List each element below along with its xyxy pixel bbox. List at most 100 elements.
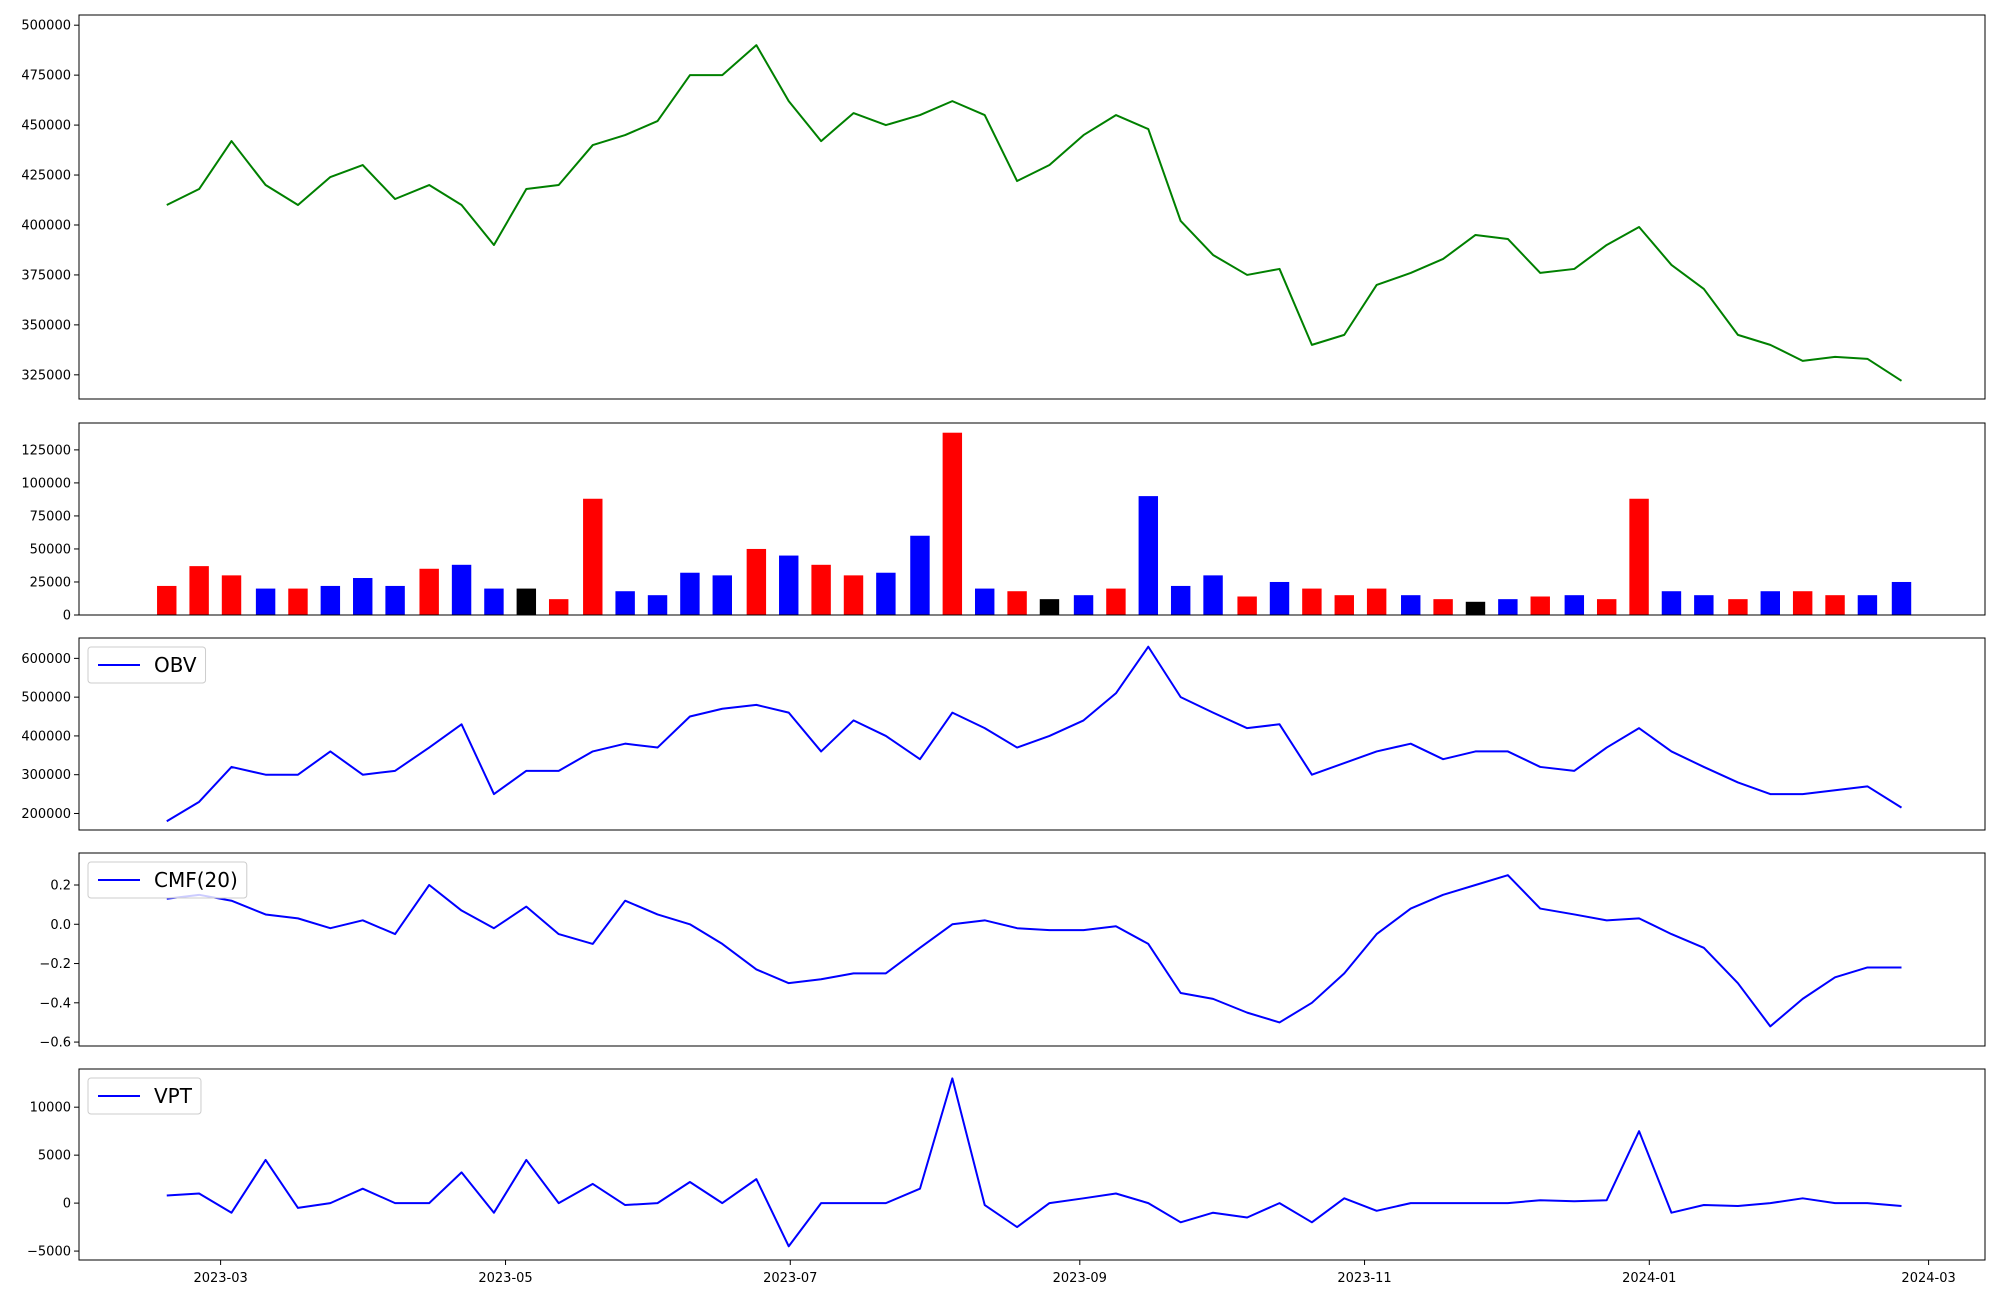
legend-label: OBV bbox=[154, 653, 197, 677]
axes-frame bbox=[78, 422, 1986, 616]
bar bbox=[189, 566, 209, 615]
bar bbox=[516, 588, 537, 615]
bar bbox=[910, 535, 930, 615]
y-tick-label: 475000 bbox=[21, 69, 71, 84]
bar bbox=[1498, 599, 1518, 615]
legend-box bbox=[87, 1077, 202, 1115]
bar bbox=[811, 564, 831, 615]
y-tick-label: 375000 bbox=[21, 268, 71, 283]
x-tick-label: 2024-01 bbox=[1622, 1271, 1676, 1286]
bar bbox=[1237, 596, 1257, 615]
y-tick-label: 10000 bbox=[30, 1101, 71, 1116]
y-tick-label: 200000 bbox=[21, 807, 71, 822]
axes-frame bbox=[78, 14, 1986, 400]
bar bbox=[876, 572, 896, 615]
bar bbox=[583, 498, 603, 615]
bar bbox=[1433, 599, 1453, 615]
bar bbox=[157, 585, 177, 615]
bar bbox=[1857, 595, 1878, 615]
x-tick-label: 2024-03 bbox=[1901, 1271, 1955, 1286]
legend-label: CMF(20) bbox=[154, 868, 238, 892]
bar bbox=[1661, 591, 1682, 615]
y-tick-label: 0.0 bbox=[50, 918, 71, 933]
bar bbox=[1138, 496, 1159, 615]
bar bbox=[320, 585, 341, 615]
y-tick-label: 425000 bbox=[21, 169, 71, 184]
legend-label: VPT bbox=[154, 1084, 193, 1108]
bar bbox=[1760, 591, 1781, 615]
bar bbox=[484, 588, 504, 615]
bar bbox=[288, 588, 308, 615]
x-tick-label: 2023-03 bbox=[193, 1271, 247, 1286]
bar bbox=[1728, 599, 1748, 615]
bar bbox=[680, 572, 700, 615]
bar bbox=[1302, 588, 1322, 615]
x-tick-label: 2023-05 bbox=[478, 1271, 532, 1286]
bar bbox=[1401, 595, 1421, 615]
bar bbox=[1039, 599, 1060, 615]
bar bbox=[1891, 581, 1912, 615]
y-tick-label: 125000 bbox=[21, 443, 71, 458]
y-tick-label: 300000 bbox=[21, 768, 71, 783]
bar bbox=[1564, 595, 1585, 615]
y-tick-label: 400000 bbox=[21, 729, 71, 744]
y-tick-label: 600000 bbox=[21, 652, 71, 667]
y-tick-label: 450000 bbox=[21, 119, 71, 134]
bar bbox=[647, 595, 668, 615]
y-tick-label: 500000 bbox=[21, 691, 71, 706]
y-tick-label: 0 bbox=[63, 609, 71, 624]
bar bbox=[255, 588, 276, 615]
line bbox=[166, 874, 1902, 1028]
y-tick-label: 50000 bbox=[30, 542, 71, 557]
bar bbox=[974, 588, 995, 615]
x-tick-label: 2023-07 bbox=[763, 1271, 817, 1286]
bar bbox=[1170, 585, 1191, 615]
y-tick-label: 325000 bbox=[21, 368, 71, 383]
y-tick-label: 400000 bbox=[21, 218, 71, 233]
y-tick-label: 75000 bbox=[30, 509, 71, 524]
bar bbox=[1269, 581, 1290, 615]
y-tick-label: 0 bbox=[63, 1197, 71, 1212]
y-tick-label: 350000 bbox=[21, 318, 71, 333]
bar bbox=[221, 575, 242, 615]
bar bbox=[548, 599, 569, 615]
bar bbox=[419, 568, 439, 615]
y-tick-label: 0.2 bbox=[50, 879, 71, 894]
y-tick-label: 5000 bbox=[38, 1149, 71, 1164]
bar bbox=[779, 555, 799, 615]
y-tick-label: 500000 bbox=[21, 19, 71, 34]
bar bbox=[1825, 595, 1845, 615]
bar bbox=[353, 578, 373, 615]
bar bbox=[1073, 595, 1094, 615]
legend-box bbox=[87, 646, 207, 684]
bar bbox=[1530, 596, 1550, 615]
y-tick-label: 100000 bbox=[21, 476, 71, 491]
y-tick-label: −0.2 bbox=[39, 957, 71, 972]
axes-frame bbox=[78, 852, 1986, 1047]
y-tick-label: −0.4 bbox=[39, 996, 71, 1011]
bar bbox=[712, 575, 732, 615]
x-tick-label: 2023-09 bbox=[1053, 1271, 1107, 1286]
line bbox=[166, 1077, 1902, 1248]
axes-frame bbox=[78, 637, 1986, 831]
axes-frame bbox=[78, 1068, 1986, 1261]
y-tick-label: −5000 bbox=[27, 1245, 71, 1260]
bar bbox=[843, 575, 864, 615]
y-tick-label: 25000 bbox=[30, 575, 71, 590]
bar bbox=[1596, 599, 1617, 615]
bar bbox=[1106, 588, 1126, 615]
bar bbox=[1007, 591, 1027, 615]
bar bbox=[1203, 575, 1223, 615]
line bbox=[166, 44, 1903, 382]
bar bbox=[1629, 498, 1649, 615]
y-tick-label: −0.6 bbox=[39, 1036, 71, 1051]
bar bbox=[451, 564, 472, 615]
bar bbox=[1334, 595, 1354, 615]
legend-box bbox=[87, 861, 248, 899]
bar bbox=[942, 432, 963, 615]
line bbox=[166, 645, 1903, 823]
bar bbox=[746, 548, 767, 615]
bar bbox=[1694, 595, 1714, 615]
